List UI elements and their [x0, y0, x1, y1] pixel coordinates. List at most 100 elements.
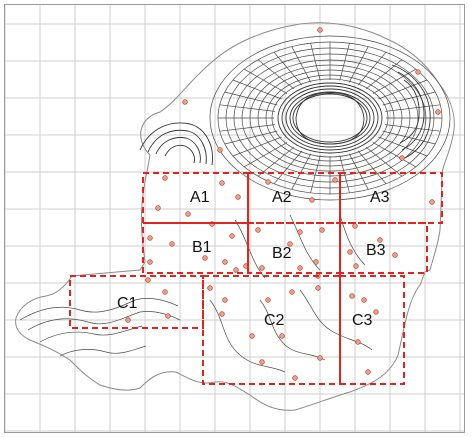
sample-point: [317, 355, 323, 361]
sample-point: [162, 289, 168, 295]
zone-labels: A1 A2 A3 B1 B2 B3 C1 C2 C3: [117, 189, 390, 329]
gully-line: [339, 43, 350, 81]
sample-point: [222, 297, 228, 303]
gully-line: [365, 146, 403, 177]
sample-point: [162, 175, 168, 181]
sample-points: [125, 27, 441, 381]
zone-c1-box: [69, 275, 204, 329]
zone-b3-box: [339, 222, 428, 274]
sample-point: [297, 229, 303, 235]
gully-line: [232, 136, 282, 157]
gully-line: [357, 150, 387, 185]
map-frame: [4, 4, 465, 433]
island-coastline: [15, 22, 455, 411]
sample-point: [355, 339, 361, 345]
zone-label-c1: C1: [117, 295, 138, 312]
gully-line: [244, 142, 288, 168]
zone-label-c3: C3: [352, 312, 373, 329]
zone-b2-box: [247, 222, 341, 274]
sample-point: [347, 249, 353, 255]
sample-point: [319, 227, 325, 233]
coordinate-grid: [4, 5, 465, 432]
gully-line: [291, 153, 312, 190]
sample-point: [289, 289, 295, 295]
sample-point: [399, 155, 405, 161]
sample-point: [297, 265, 303, 271]
sample-point: [365, 369, 371, 375]
zone-label-a2: A2: [272, 189, 292, 206]
sample-point: [415, 69, 421, 75]
gully-line: [357, 51, 387, 86]
radial-gullies: [218, 42, 442, 194]
sample-point: [147, 259, 153, 265]
sample-point: [332, 177, 338, 183]
sample-point: [373, 309, 379, 315]
gully-line: [378, 79, 428, 100]
sample-point: [349, 293, 355, 299]
sample-point: [361, 297, 367, 303]
sample-point: [309, 197, 315, 203]
gully-line: [219, 124, 275, 132]
sample-point: [265, 297, 271, 303]
zone-label-a1: A1: [190, 189, 210, 206]
gully-line: [273, 150, 303, 185]
sample-point: [147, 235, 153, 241]
sample-point: [165, 313, 171, 319]
gully-line: [310, 43, 321, 81]
sample-point: [155, 205, 161, 211]
zone-label-b1: B1: [192, 239, 212, 256]
zone-a2-box: [247, 172, 341, 224]
sample-point: [182, 99, 188, 105]
gully-line: [372, 68, 416, 94]
southwest-peninsula-contours: [19, 298, 181, 357]
gully-line: [365, 59, 403, 90]
gully-line: [382, 91, 436, 106]
zone-label-b3: B3: [366, 242, 386, 259]
gully-line: [339, 155, 350, 193]
sample-point: [185, 211, 191, 217]
gully-line: [378, 136, 428, 157]
sample-point: [222, 259, 228, 265]
sample-point: [315, 285, 321, 291]
gully-line: [224, 130, 278, 145]
gully-line: [372, 142, 416, 168]
sample-point: [265, 179, 271, 185]
sample-point: [259, 359, 265, 365]
gully-line: [310, 155, 321, 193]
gully-line: [224, 91, 278, 106]
sample-point: [219, 180, 225, 186]
study-zones: [69, 172, 443, 385]
sample-point: [292, 375, 298, 381]
sample-point: [233, 267, 239, 273]
sample-point: [235, 194, 241, 200]
gully-line: [291, 46, 312, 83]
zone-label-b2: B2: [272, 245, 292, 262]
sample-point: [145, 277, 151, 283]
gully-line: [232, 79, 282, 100]
sample-point: [279, 333, 285, 339]
sample-point: [125, 317, 131, 323]
sample-point: [169, 241, 175, 247]
gully-line: [385, 124, 441, 132]
sample-point: [207, 285, 213, 291]
sample-point: [229, 233, 235, 239]
sample-point: [219, 311, 225, 317]
sample-point: [202, 255, 208, 261]
sample-point: [429, 199, 435, 205]
sample-point: [259, 265, 265, 271]
zone-label-c2: C2: [264, 312, 285, 329]
gully-line: [257, 59, 295, 90]
sample-point: [377, 237, 383, 243]
gully-line: [348, 46, 369, 83]
sample-point: [313, 259, 319, 265]
sample-point: [255, 227, 261, 233]
sample-point: [435, 109, 441, 115]
gully-line: [385, 104, 441, 112]
sample-point: [287, 241, 293, 247]
gully-line: [219, 104, 275, 112]
sample-point: [392, 252, 398, 258]
west-ridge-contours: [139, 122, 213, 166]
zone-label-a3: A3: [370, 189, 390, 206]
